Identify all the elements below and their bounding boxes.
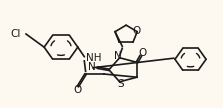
Text: S: S xyxy=(118,79,124,89)
Text: N: N xyxy=(88,62,95,72)
Text: N: N xyxy=(114,51,122,61)
Text: O: O xyxy=(132,26,141,37)
Text: Cl: Cl xyxy=(10,29,21,39)
Text: O: O xyxy=(138,48,146,58)
Text: O: O xyxy=(74,85,82,95)
Text: NH: NH xyxy=(86,53,101,63)
